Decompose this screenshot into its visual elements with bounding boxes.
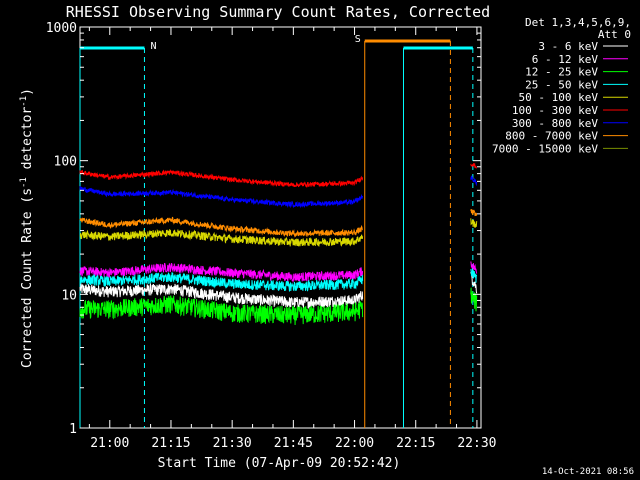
series-line [79, 186, 364, 209]
series-line [470, 268, 478, 283]
series-line [470, 261, 478, 274]
footer-timestamp: 14-Oct-2021 08:56 [542, 467, 634, 477]
legend-label: 800 - 7000 keV [505, 130, 598, 143]
series-line [79, 228, 364, 247]
y-tick-label: 1000 [46, 21, 77, 36]
x-tick-label: 22:30 [457, 436, 496, 451]
y-axis-label-part: Corrected Count Rate (s [20, 188, 35, 368]
y-axis-label-sup: -1 [19, 177, 29, 188]
y-axis-label-part: ) [20, 88, 35, 96]
series-line [79, 216, 363, 238]
series-line [470, 209, 478, 217]
legend-label: 50 - 100 keV [519, 91, 599, 104]
legend-label: 300 - 800 keV [512, 117, 598, 130]
observation-label: S [355, 34, 361, 45]
legend-label: 100 - 300 keV [512, 104, 598, 117]
legend-label: 6 - 12 keV [532, 53, 599, 66]
legend-label: 12 - 25 keV [525, 66, 598, 79]
y-axis-label: Corrected Count Rate (s-1 detector-1) [19, 88, 35, 368]
series-line [470, 175, 478, 187]
y-axis: 1 10 100 1000 [46, 21, 481, 437]
x-tick-label: 21:30 [213, 436, 252, 451]
series-line [79, 262, 364, 284]
legend-label: 25 - 50 keV [525, 78, 598, 91]
chart-title: RHESSI Observing Summary Count Rates, Co… [66, 3, 490, 21]
x-tick-label: 21:45 [274, 436, 313, 451]
y-tick-label: 100 [54, 155, 77, 170]
series-line [470, 218, 478, 229]
legend-header-line: Det 1,3,4,5,6,9, [525, 16, 631, 29]
series-line [470, 287, 478, 312]
x-axis-label: Start Time (07-Apr-09 20:52:42) [158, 456, 401, 471]
series-line [79, 169, 364, 188]
series-line [470, 163, 478, 169]
x-axis: 21:00 21:15 21:30 21:45 22:00 22:15 22:30 [88, 27, 496, 451]
series-line [79, 272, 364, 292]
legend-header-line: Att 0 [598, 28, 631, 41]
legend-label: 3 - 6 keV [538, 40, 598, 53]
series-group [79, 163, 478, 326]
y-tick-label: 1 [69, 422, 77, 437]
observation-label: N [150, 41, 156, 52]
y-tick-label: 10 [61, 288, 77, 303]
x-tick-label: 22:15 [396, 436, 435, 451]
series-line [79, 282, 364, 309]
series-line [79, 295, 364, 326]
x-tick-label: 21:00 [90, 436, 129, 451]
y-axis-label-sup: -1 [19, 96, 29, 107]
x-tick-label: 21:15 [151, 436, 190, 451]
x-tick-label: 22:00 [335, 436, 374, 451]
observation-markers: NS [79, 34, 474, 428]
legend-label: 7000 - 15000 keV [492, 142, 598, 155]
y-axis-label-part: detector [20, 107, 35, 178]
